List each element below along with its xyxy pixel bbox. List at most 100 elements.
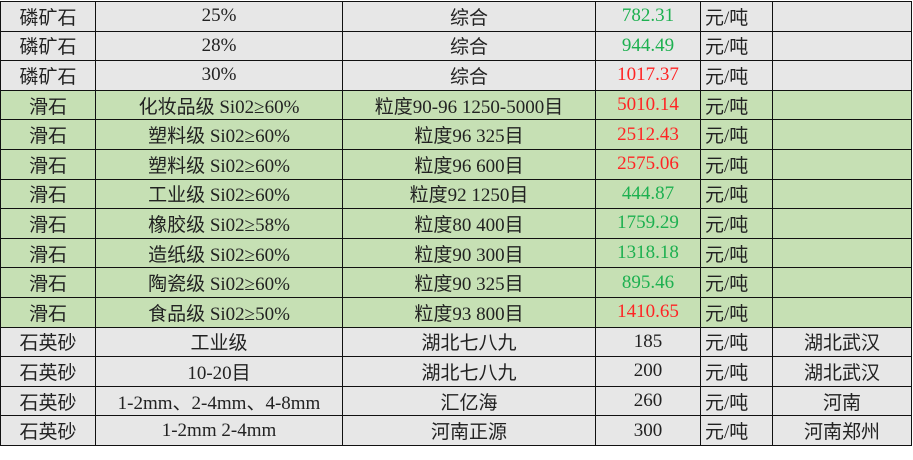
price-cell: 895.46 [595, 267, 701, 298]
price-cell: 1410.65 [595, 296, 701, 328]
unit-cell: 元/吨 [700, 208, 773, 239]
product-name-cell: 石英砂 [0, 415, 96, 446]
region-cell [772, 267, 912, 298]
price-cell: 260 [595, 385, 701, 417]
region-cell [772, 60, 912, 91]
unit-cell: 元/吨 [700, 356, 773, 387]
region-cell [772, 296, 912, 328]
price-cell: 2512.43 [595, 119, 701, 150]
price-cell: 1318.18 [595, 237, 701, 269]
region-cell: 河南郑州 [772, 415, 912, 446]
table-row: 滑石 造纸级 Si02≥60% 粒度90 300目 1318.18 元/吨 [0, 237, 912, 269]
price-cell: 1759.29 [595, 208, 701, 239]
region-cell [772, 119, 912, 150]
region-cell [772, 208, 912, 239]
product-name-cell: 滑石 [0, 89, 96, 121]
spec-cell: 10-20目 [95, 356, 343, 387]
price-cell: 444.87 [595, 178, 701, 210]
table-row: 石英砂 工业级 湖北七八九 185 元/吨 湖北武汉 [0, 326, 912, 358]
product-name-cell: 滑石 [0, 148, 96, 180]
spec-cell: 塑料级 Si02≥60% [95, 119, 343, 150]
product-name-cell: 滑石 [0, 178, 96, 210]
spec-cell: 28% [95, 30, 343, 62]
detail-cell: 汇亿海 [342, 385, 596, 417]
table-row: 磷矿石 28% 综合 944.49 元/吨 [0, 30, 912, 62]
spec-cell: 陶瓷级 Si02≥60% [95, 267, 343, 298]
table-row: 滑石 食品级 Si02≥50% 粒度93 800目 1410.65 元/吨 [0, 296, 912, 328]
product-name-cell: 滑石 [0, 208, 96, 239]
detail-cell: 粒度90 325目 [342, 267, 596, 298]
product-name-cell: 磷矿石 [0, 60, 96, 91]
table-row: 滑石 塑料级 Si02≥60% 粒度96 325目 2512.43 元/吨 [0, 119, 912, 150]
product-name-cell: 滑石 [0, 119, 96, 150]
detail-cell: 湖北七八九 [342, 356, 596, 387]
unit-cell: 元/吨 [700, 119, 773, 150]
detail-cell: 河南正源 [342, 415, 596, 446]
table-row: 滑石 化妆品级 Si02≥60% 粒度90-96 1250-5000目 5010.14… [0, 89, 912, 121]
region-cell: 湖北武汉 [772, 326, 912, 358]
product-name-cell: 石英砂 [0, 356, 96, 387]
price-cell: 782.31 [595, 1, 701, 32]
unit-cell: 元/吨 [700, 415, 773, 446]
detail-cell: 湖北七八九 [342, 326, 596, 358]
product-name-cell: 磷矿石 [0, 30, 96, 62]
product-name-cell: 磷矿石 [0, 1, 96, 32]
table-row: 石英砂 1-2mm、2-4mm、4-8mm 汇亿海 260 元/吨 河南 [0, 385, 912, 417]
spec-cell: 工业级 Si02≥60% [95, 178, 343, 210]
unit-cell: 元/吨 [700, 178, 773, 210]
spec-cell: 化妆品级 Si02≥60% [95, 89, 343, 121]
region-cell: 湖北武汉 [772, 356, 912, 387]
spec-cell: 食品级 Si02≥50% [95, 296, 343, 328]
table-row: 石英砂 10-20目 湖北七八九 200 元/吨 湖北武汉 [0, 356, 912, 387]
detail-cell: 粒度96 600目 [342, 148, 596, 180]
product-name-cell: 滑石 [0, 237, 96, 269]
unit-cell: 元/吨 [700, 385, 773, 417]
detail-cell: 粒度96 325目 [342, 119, 596, 150]
product-name-cell: 石英砂 [0, 385, 96, 417]
price-cell: 185 [595, 326, 701, 358]
spec-cell: 塑料级 Si02≥60% [95, 148, 343, 180]
detail-cell: 综合 [342, 1, 596, 32]
table-row: 滑石 塑料级 Si02≥60% 粒度96 600目 2575.06 元/吨 [0, 148, 912, 180]
detail-cell: 粒度93 800目 [342, 296, 596, 328]
spec-cell: 橡胶级 Si02≥58% [95, 208, 343, 239]
unit-cell: 元/吨 [700, 60, 773, 91]
detail-cell: 粒度90 300目 [342, 237, 596, 269]
table-row: 磷矿石 25% 综合 782.31 元/吨 [0, 1, 912, 32]
unit-cell: 元/吨 [700, 267, 773, 298]
unit-cell: 元/吨 [700, 237, 773, 269]
product-name-cell: 滑石 [0, 267, 96, 298]
unit-cell: 元/吨 [700, 30, 773, 62]
unit-cell: 元/吨 [700, 1, 773, 32]
spec-cell: 工业级 [95, 326, 343, 358]
detail-cell: 综合 [342, 60, 596, 91]
unit-cell: 元/吨 [700, 148, 773, 180]
region-cell [772, 178, 912, 210]
table-row: 滑石 工业级 Si02≥60% 粒度92 1250目 444.87 元/吨 [0, 178, 912, 210]
unit-cell: 元/吨 [700, 89, 773, 121]
price-table-body: 磷矿石 25% 综合 782.31 元/吨 磷矿石 28% 综合 944.49 元/吨 磷矿石 30%… [0, 1, 912, 446]
spec-cell: 1-2mm 2-4mm [95, 415, 343, 446]
product-name-cell: 滑石 [0, 296, 96, 328]
price-cell: 5010.14 [595, 89, 701, 121]
detail-cell: 粒度92 1250目 [342, 178, 596, 210]
region-cell [772, 1, 912, 32]
detail-cell: 综合 [342, 30, 596, 62]
spec-cell: 造纸级 Si02≥60% [95, 237, 343, 269]
spec-cell: 30% [95, 60, 343, 91]
product-name-cell: 石英砂 [0, 326, 96, 358]
unit-cell: 元/吨 [700, 326, 773, 358]
price-cell: 200 [595, 356, 701, 387]
table-row: 磷矿石 30% 综合 1017.37 元/吨 [0, 60, 912, 91]
region-cell [772, 89, 912, 121]
spec-cell: 25% [95, 1, 343, 32]
region-cell [772, 148, 912, 180]
price-table: 磷矿石 25% 综合 782.31 元/吨 磷矿石 28% 综合 944.49 元/吨 磷矿石 30%… [0, 1, 912, 446]
region-cell: 河南 [772, 385, 912, 417]
spec-cell: 1-2mm、2-4mm、4-8mm [95, 385, 343, 417]
table-row: 滑石 陶瓷级 Si02≥60% 粒度90 325目 895.46 元/吨 [0, 267, 912, 298]
region-cell [772, 30, 912, 62]
unit-cell: 元/吨 [700, 296, 773, 328]
region-cell [772, 237, 912, 269]
table-row: 滑石 橡胶级 Si02≥58% 粒度80 400目 1759.29 元/吨 [0, 208, 912, 239]
